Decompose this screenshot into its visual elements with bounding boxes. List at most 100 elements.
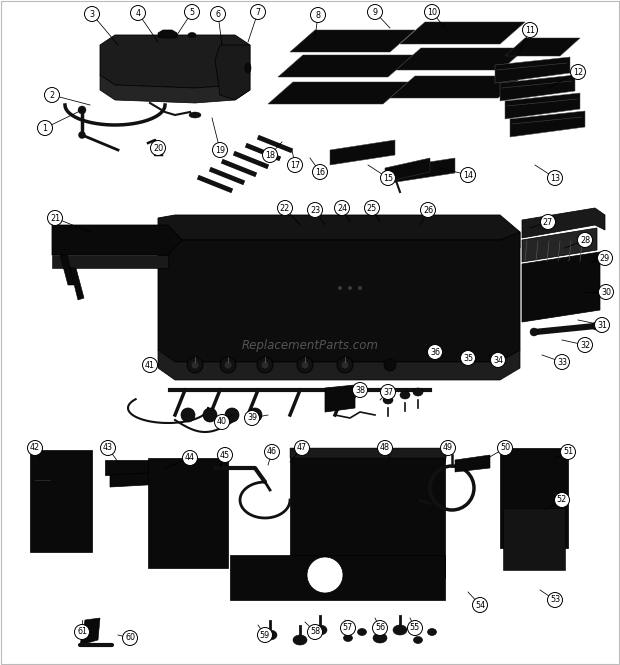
Text: 60: 60 [125, 634, 135, 642]
Circle shape [211, 7, 226, 21]
Text: 27: 27 [543, 217, 553, 227]
Circle shape [554, 354, 570, 370]
Text: 31: 31 [597, 321, 607, 329]
Circle shape [181, 408, 195, 422]
Polygon shape [52, 255, 168, 268]
Polygon shape [60, 255, 75, 285]
Bar [503, 508, 565, 570]
Ellipse shape [413, 388, 423, 396]
Circle shape [218, 448, 232, 462]
Polygon shape [230, 555, 445, 600]
Circle shape [554, 493, 570, 507]
Circle shape [213, 142, 228, 158]
Text: 28: 28 [580, 235, 590, 245]
Circle shape [598, 251, 613, 265]
Circle shape [192, 362, 198, 368]
Text: 40: 40 [217, 418, 227, 426]
Circle shape [278, 201, 293, 215]
Polygon shape [70, 268, 84, 300]
Text: 26: 26 [423, 205, 433, 215]
Text: 52: 52 [557, 495, 567, 505]
Circle shape [248, 408, 262, 422]
Polygon shape [278, 55, 413, 77]
Polygon shape [522, 208, 605, 238]
Text: 48: 48 [380, 444, 390, 452]
Circle shape [307, 557, 343, 593]
Ellipse shape [313, 625, 327, 635]
Text: ReplacementParts.com: ReplacementParts.com [242, 338, 378, 352]
Polygon shape [495, 57, 570, 83]
Text: 56: 56 [375, 624, 385, 632]
Text: 5: 5 [190, 7, 195, 17]
Text: 51: 51 [563, 448, 573, 456]
Text: 41: 41 [145, 360, 155, 370]
Text: 29: 29 [600, 253, 610, 263]
Polygon shape [510, 111, 585, 137]
Text: 50: 50 [500, 444, 510, 452]
Text: 35: 35 [463, 354, 473, 362]
Text: 2: 2 [50, 90, 55, 100]
Text: 10: 10 [427, 7, 437, 17]
Circle shape [79, 132, 86, 138]
Polygon shape [80, 618, 100, 645]
Text: 39: 39 [247, 414, 257, 422]
Circle shape [45, 88, 60, 102]
Text: 57: 57 [343, 624, 353, 632]
Text: 37: 37 [383, 388, 393, 396]
Text: 32: 32 [580, 340, 590, 350]
Polygon shape [158, 232, 520, 362]
Circle shape [358, 286, 362, 290]
Circle shape [225, 408, 239, 422]
Text: 49: 49 [443, 444, 453, 452]
Polygon shape [110, 470, 200, 487]
Text: 6: 6 [216, 9, 221, 19]
Circle shape [224, 362, 231, 368]
Circle shape [338, 286, 342, 290]
Polygon shape [390, 158, 455, 183]
Polygon shape [290, 30, 415, 52]
Circle shape [182, 450, 198, 466]
Polygon shape [268, 82, 408, 104]
Circle shape [381, 170, 396, 186]
Circle shape [250, 5, 265, 19]
Circle shape [308, 203, 322, 217]
Text: 1: 1 [43, 124, 48, 132]
Circle shape [425, 5, 440, 19]
Text: 46: 46 [267, 448, 277, 456]
Polygon shape [522, 252, 600, 322]
Text: 55: 55 [410, 624, 420, 632]
Text: 61: 61 [77, 628, 87, 636]
Text: 20: 20 [153, 144, 163, 152]
Text: 13: 13 [550, 174, 560, 182]
Circle shape [130, 5, 146, 21]
Circle shape [461, 168, 476, 182]
Text: 34: 34 [493, 356, 503, 364]
Text: 38: 38 [355, 386, 365, 394]
Text: 12: 12 [573, 68, 583, 76]
Circle shape [348, 286, 352, 290]
Text: 21: 21 [50, 213, 60, 223]
Circle shape [262, 362, 268, 368]
Polygon shape [390, 76, 523, 98]
Circle shape [340, 620, 355, 636]
Circle shape [244, 410, 260, 426]
Text: 47: 47 [297, 444, 307, 452]
Circle shape [598, 285, 614, 299]
Circle shape [530, 328, 538, 336]
Text: 43: 43 [103, 444, 113, 452]
Polygon shape [396, 48, 526, 70]
Bar [290, 448, 445, 578]
Circle shape [595, 317, 609, 332]
Ellipse shape [293, 635, 307, 645]
Text: 36: 36 [430, 348, 440, 356]
Text: 8: 8 [316, 11, 321, 19]
Circle shape [560, 444, 575, 460]
Ellipse shape [373, 633, 387, 643]
Circle shape [541, 215, 556, 229]
Circle shape [547, 593, 562, 608]
Circle shape [78, 106, 86, 114]
Circle shape [497, 440, 513, 456]
Circle shape [490, 352, 505, 368]
Polygon shape [455, 455, 490, 472]
Text: 44: 44 [185, 454, 195, 462]
